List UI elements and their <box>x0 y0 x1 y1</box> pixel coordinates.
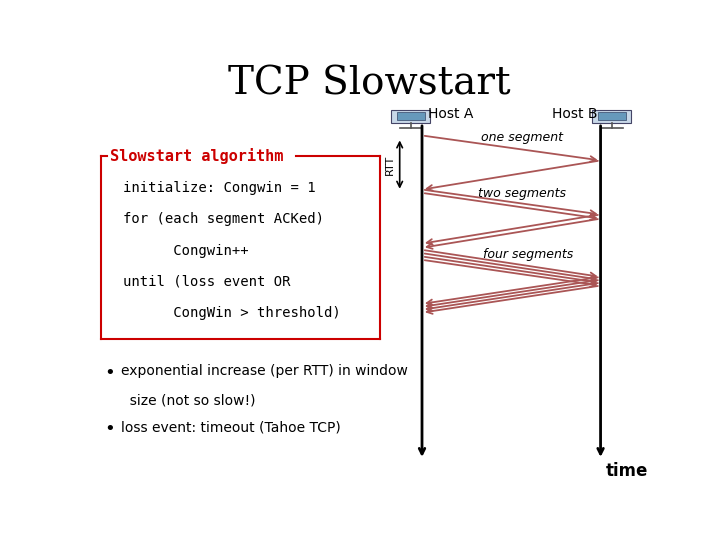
Text: four segments: four segments <box>483 248 573 261</box>
Text: initialize: Congwin = 1: initialize: Congwin = 1 <box>124 181 316 195</box>
Bar <box>593 110 631 123</box>
Text: Congwin++: Congwin++ <box>124 244 249 258</box>
Bar <box>598 112 626 120</box>
Bar <box>397 112 425 120</box>
Text: for (each segment ACKed): for (each segment ACKed) <box>124 212 325 226</box>
Text: loss event: timeout (Tahoe TCP): loss event: timeout (Tahoe TCP) <box>121 420 341 434</box>
Text: Slowstart algorithm: Slowstart algorithm <box>109 148 283 164</box>
Text: time: time <box>606 462 649 480</box>
Text: Host A: Host A <box>428 107 473 121</box>
Text: size (not so slow!): size (not so slow!) <box>121 393 255 407</box>
Text: •: • <box>104 420 114 438</box>
Text: •: • <box>104 364 114 382</box>
Text: two segments: two segments <box>479 187 567 200</box>
Text: exponential increase (per RTT) in window: exponential increase (per RTT) in window <box>121 364 408 378</box>
Bar <box>392 110 431 123</box>
Text: TCP Slowstart: TCP Slowstart <box>228 65 510 102</box>
Text: CongWin > threshold): CongWin > threshold) <box>124 306 341 320</box>
Text: RTT: RTT <box>385 154 395 175</box>
Text: until (loss event OR: until (loss event OR <box>124 275 291 289</box>
Text: one segment: one segment <box>482 131 564 144</box>
Text: Host B: Host B <box>552 107 598 121</box>
